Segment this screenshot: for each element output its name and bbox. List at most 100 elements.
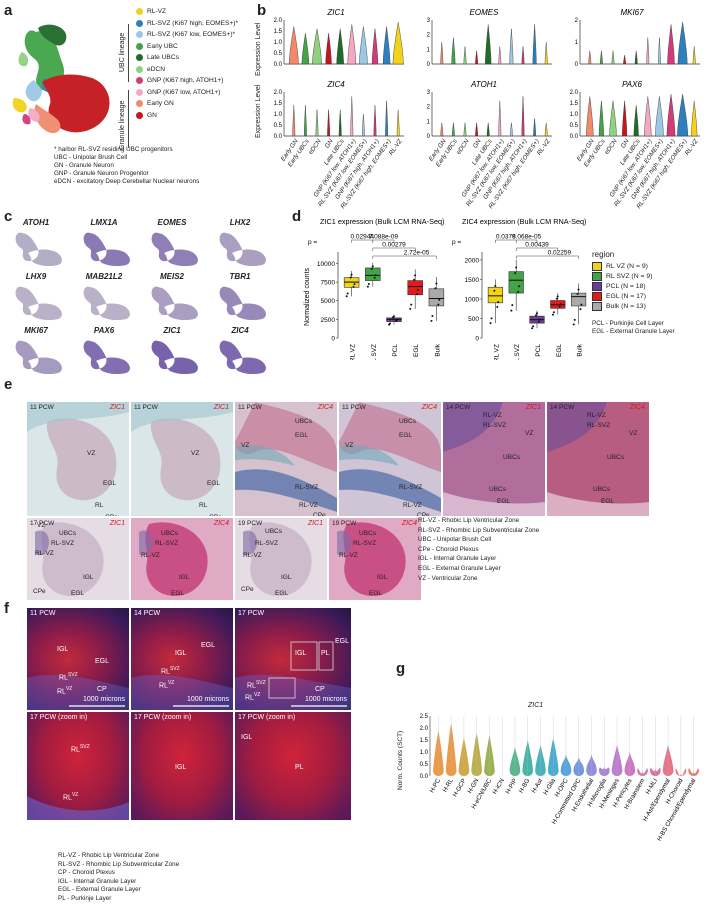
note-line: RL-SVZ - Rhombic Lip Subventricular Zone xyxy=(418,526,540,534)
legend-item: GNP (Ki67 low, ATOH1+) xyxy=(136,87,254,99)
box-point xyxy=(367,282,370,285)
histology-pcw-label: 11 PCW xyxy=(134,404,158,411)
fluorescence-region-label: RLSVZ xyxy=(161,666,180,675)
histology-region-label: CPe xyxy=(33,588,46,595)
region-swatch xyxy=(592,271,602,281)
region-legend-item: RL SVZ (N = 9) xyxy=(592,271,707,281)
violin-shape xyxy=(338,109,342,137)
box-point xyxy=(572,323,575,326)
region-label: EGL (N = 17) xyxy=(606,292,646,300)
histology-region-label: EGL xyxy=(207,480,221,487)
region-text: CP xyxy=(315,686,325,693)
feature-plot-title: ZIC1 xyxy=(163,326,181,335)
histology-region-label: UBCs xyxy=(265,528,282,535)
panel-label-d: d xyxy=(292,208,302,225)
histology-region-label: RL-VZ xyxy=(35,550,54,557)
violin-panel-zic4: ZIC4 2.0 1.5 1.0 0.5 0.0 xyxy=(274,80,404,140)
histology-pcw-label: 14 PCW xyxy=(446,404,471,411)
legend-swatch xyxy=(136,54,143,62)
histology-region-label: RL-SVZ xyxy=(155,540,179,547)
violin-shape xyxy=(498,46,502,65)
boxplot-title: ZIC4 expression (Bulk LCM RNA-Seq) xyxy=(462,217,587,226)
y-tick-label: 1.0 xyxy=(420,750,429,756)
scale-bar-label: 1000 microns xyxy=(82,696,125,703)
violin-shape xyxy=(440,41,444,65)
box-point xyxy=(353,283,356,286)
box-point xyxy=(352,285,355,288)
region-superscript: SVZ xyxy=(255,680,266,686)
note-line: IGL - Internal Granule Layer xyxy=(418,555,497,563)
panel-label-g: g xyxy=(396,660,406,677)
box-point xyxy=(345,295,348,298)
scale-bar-label: 1000 microns xyxy=(186,696,229,703)
violin-shape xyxy=(623,55,627,65)
region-text: RL xyxy=(59,674,68,682)
violin-shape xyxy=(692,46,696,65)
histology-region-label: RL-SVZ xyxy=(295,484,319,491)
region-text: RL xyxy=(57,688,66,696)
feature-umap-lmx1a xyxy=(83,232,130,267)
fluorescence-pcw-label: 17 PCW (zoom in) xyxy=(134,714,192,721)
p-value-label: 0.02944 xyxy=(350,234,374,241)
box-point xyxy=(395,318,398,321)
feature-plot-title: LHX2 xyxy=(229,218,251,227)
histology-image: 11 PCW ZIC1 VZ EGL RL CPe xyxy=(131,402,233,516)
histology-region-label: UBCs xyxy=(489,486,506,493)
note-line: PCL - Purkinjie Cell Layer xyxy=(592,320,664,327)
histology-gene-label: ZIC4 xyxy=(421,404,437,411)
g-ylabel: Norm. Counts (SCT) xyxy=(397,730,404,790)
histology-region-label: RL-VZ xyxy=(141,552,160,559)
histology-region-label: RL-VZ xyxy=(243,552,262,559)
feature-plot-title: ATOH1 xyxy=(22,218,50,227)
note-line: EGL - External Granule Layer xyxy=(418,564,501,572)
y-tick-label: 2.5 xyxy=(420,714,429,720)
violin-panel-atoh1: ATOH1 3 2 1 0 xyxy=(427,80,552,140)
histology-region-label: UBCs xyxy=(295,418,312,425)
y-tick-label: 5000 xyxy=(321,298,336,305)
region-legend-item: PCL (N = 18) xyxy=(592,281,707,291)
box-point xyxy=(430,319,433,322)
fluorescence-region-label: RLVZ xyxy=(245,692,260,701)
violin-shape xyxy=(350,96,354,137)
note-line: CPe - Choroid Plexus xyxy=(418,545,479,553)
histology-gene-label: ZIC4 xyxy=(317,404,333,411)
fluorescence-region-label: RLVZ xyxy=(57,686,72,695)
feature-plot-title: MAB21L2 xyxy=(85,272,123,281)
b-ylabel-top: Expression Level xyxy=(255,22,262,76)
violin-shape xyxy=(509,28,514,65)
p-bracket xyxy=(515,239,538,243)
box-point xyxy=(349,276,352,279)
region-text: PL xyxy=(295,764,304,771)
violin-shape xyxy=(359,26,368,65)
box-body xyxy=(407,280,423,296)
violin-shape xyxy=(667,24,675,65)
histology-region-label: VZ xyxy=(629,430,638,437)
violin-shape xyxy=(544,122,548,137)
x-tick-label: RL VZ xyxy=(493,344,500,360)
box-point xyxy=(551,313,554,316)
box-point xyxy=(374,274,377,277)
feature-umap-lhx2 xyxy=(219,232,266,267)
legend-item: eDCN xyxy=(136,64,254,76)
violin-shape xyxy=(666,94,676,137)
region-legend-item: RL VZ (N = 9) xyxy=(592,261,707,271)
y-tick-label: 1.5 xyxy=(274,101,283,107)
violin-gene-title: ATOH1 xyxy=(470,80,497,89)
note-line: eDCN - excitatory Deep Cerebellar Nuclea… xyxy=(54,178,200,185)
histology-region-label: UBCs xyxy=(359,530,376,537)
violin-shape xyxy=(347,24,357,65)
legend-swatch xyxy=(136,77,143,85)
box-point xyxy=(417,288,420,291)
region-label: RL SVZ (N = 9) xyxy=(606,272,653,280)
histology-region-label: RL-VZ xyxy=(339,552,358,559)
region-text: IGL xyxy=(175,650,187,657)
box-body xyxy=(365,267,381,281)
histology-region-label: UBCs xyxy=(399,418,416,425)
region-text: RL xyxy=(161,668,170,676)
panel-label-a: a xyxy=(4,2,13,19)
feature-umap-zic1 xyxy=(151,340,198,375)
box-point xyxy=(535,312,538,315)
violin-shape xyxy=(451,122,455,137)
violin-shape xyxy=(611,50,615,65)
histology-pcw-label: 11 PCW xyxy=(342,404,366,411)
